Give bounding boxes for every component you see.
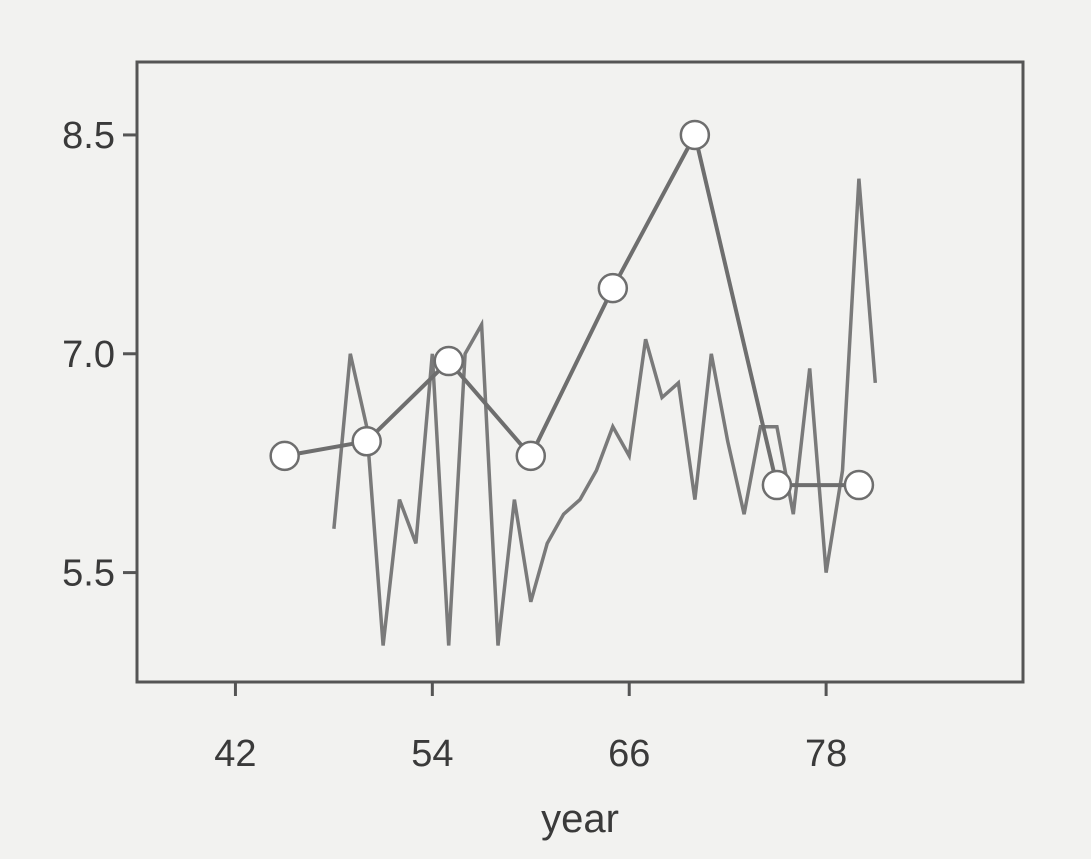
series-2-point: [433, 345, 464, 377]
x-axis-title: year: [541, 797, 619, 841]
series-layer: [269, 119, 878, 646]
y-tick-label: 7.0: [62, 334, 115, 376]
x-tick-label: 78: [805, 733, 847, 775]
series-2-point: [597, 272, 629, 304]
x-axis: 42 54 66 78: [214, 682, 847, 775]
series-2-point: [269, 440, 300, 472]
series-2-point: [843, 469, 875, 501]
series-2-point: [761, 469, 793, 501]
series-2-line: [284, 129, 859, 488]
series-1-line: [332, 178, 878, 646]
y-tick-label: 5.5: [62, 553, 115, 595]
y-tick-label: 8.5: [62, 115, 115, 157]
x-tick-label: 42: [214, 733, 256, 775]
plot-area: [135, 60, 1025, 684]
series-2-point: [351, 426, 382, 457]
x-tick-label: 54: [411, 733, 453, 775]
series-2-point: [679, 119, 711, 151]
y-axis: 5.5 7.0 8.5: [62, 115, 137, 595]
series-2-point: [515, 440, 547, 472]
x-tick-label: 66: [608, 733, 650, 775]
